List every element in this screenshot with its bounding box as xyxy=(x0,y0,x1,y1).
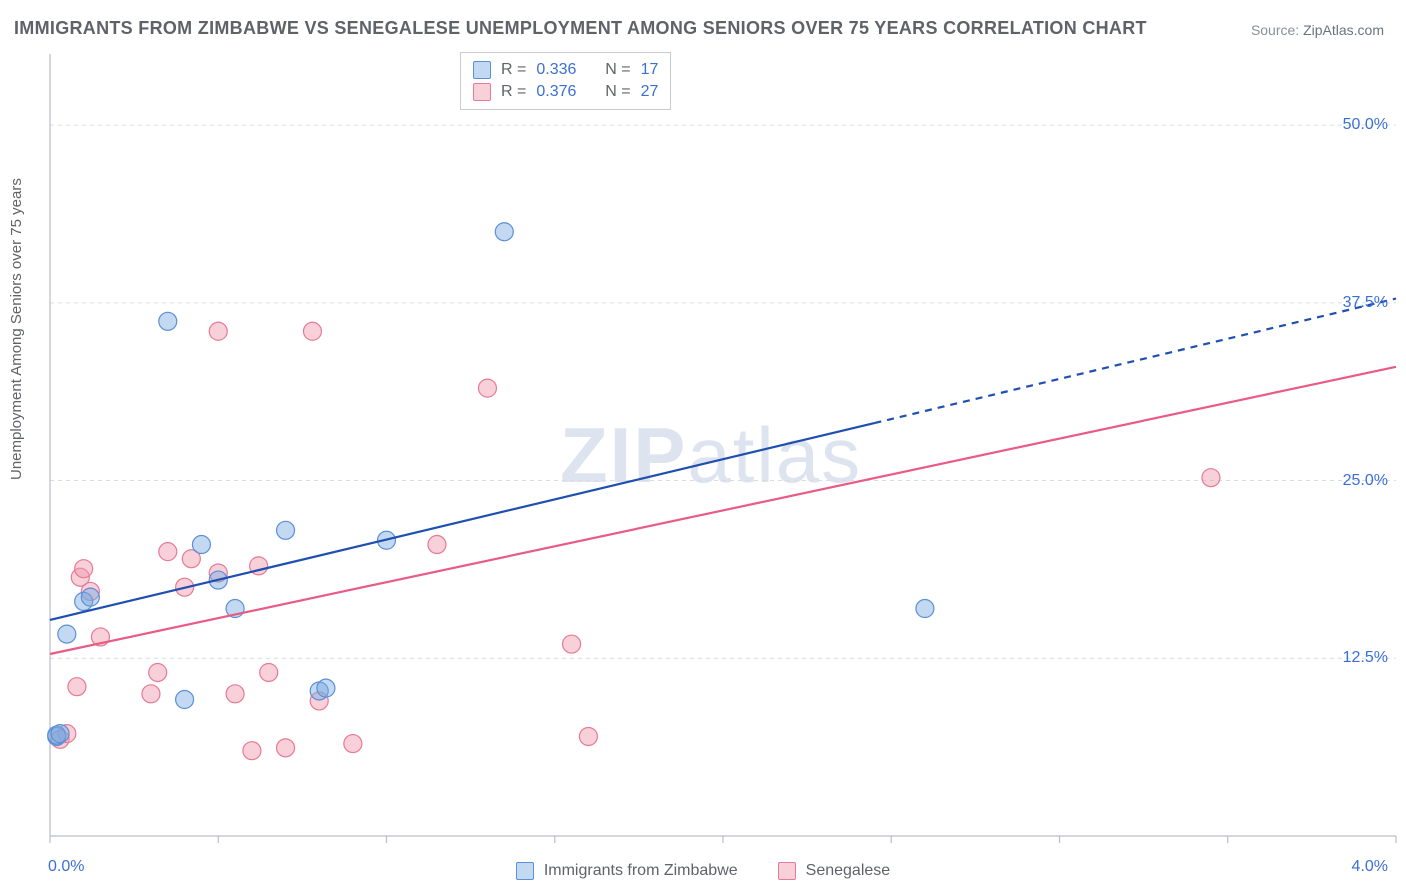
swatch-zimbabwe xyxy=(473,61,491,79)
y-tick-label: 37.5% xyxy=(1343,294,1388,312)
r-label: R = xyxy=(501,61,526,79)
r-value-senegalese: 0.376 xyxy=(536,83,576,101)
n-value-zimbabwe: 17 xyxy=(641,61,659,79)
legend-row-zimbabwe: R = 0.336 N = 17 xyxy=(473,59,658,81)
n-value-senegalese: 27 xyxy=(641,83,659,101)
correlation-legend: R = 0.336 N = 17 R = 0.376 N = 27 xyxy=(460,52,671,110)
n-label: N = xyxy=(605,61,630,79)
legend-item-zimbabwe: Immigrants from Zimbabwe xyxy=(516,862,738,880)
swatch-senegalese-icon xyxy=(778,862,796,880)
swatch-zimbabwe-icon xyxy=(516,862,534,880)
y-tick-label: 25.0% xyxy=(1343,472,1388,490)
legend-row-senegalese: R = 0.376 N = 27 xyxy=(473,81,658,103)
r-value-zimbabwe: 0.336 xyxy=(536,61,576,79)
series-legend: Immigrants from Zimbabwe Senegalese xyxy=(0,862,1406,880)
legend-label-zimbabwe: Immigrants from Zimbabwe xyxy=(544,862,738,880)
n-label: N = xyxy=(605,83,630,101)
swatch-senegalese xyxy=(473,83,491,101)
scatter-chart-svg xyxy=(0,0,1406,892)
chart-area xyxy=(0,0,1406,892)
legend-item-senegalese: Senegalese xyxy=(778,862,891,880)
r-label: R = xyxy=(501,83,526,101)
y-tick-label: 12.5% xyxy=(1343,649,1388,667)
y-tick-label: 50.0% xyxy=(1343,116,1388,134)
legend-label-senegalese: Senegalese xyxy=(806,862,891,880)
